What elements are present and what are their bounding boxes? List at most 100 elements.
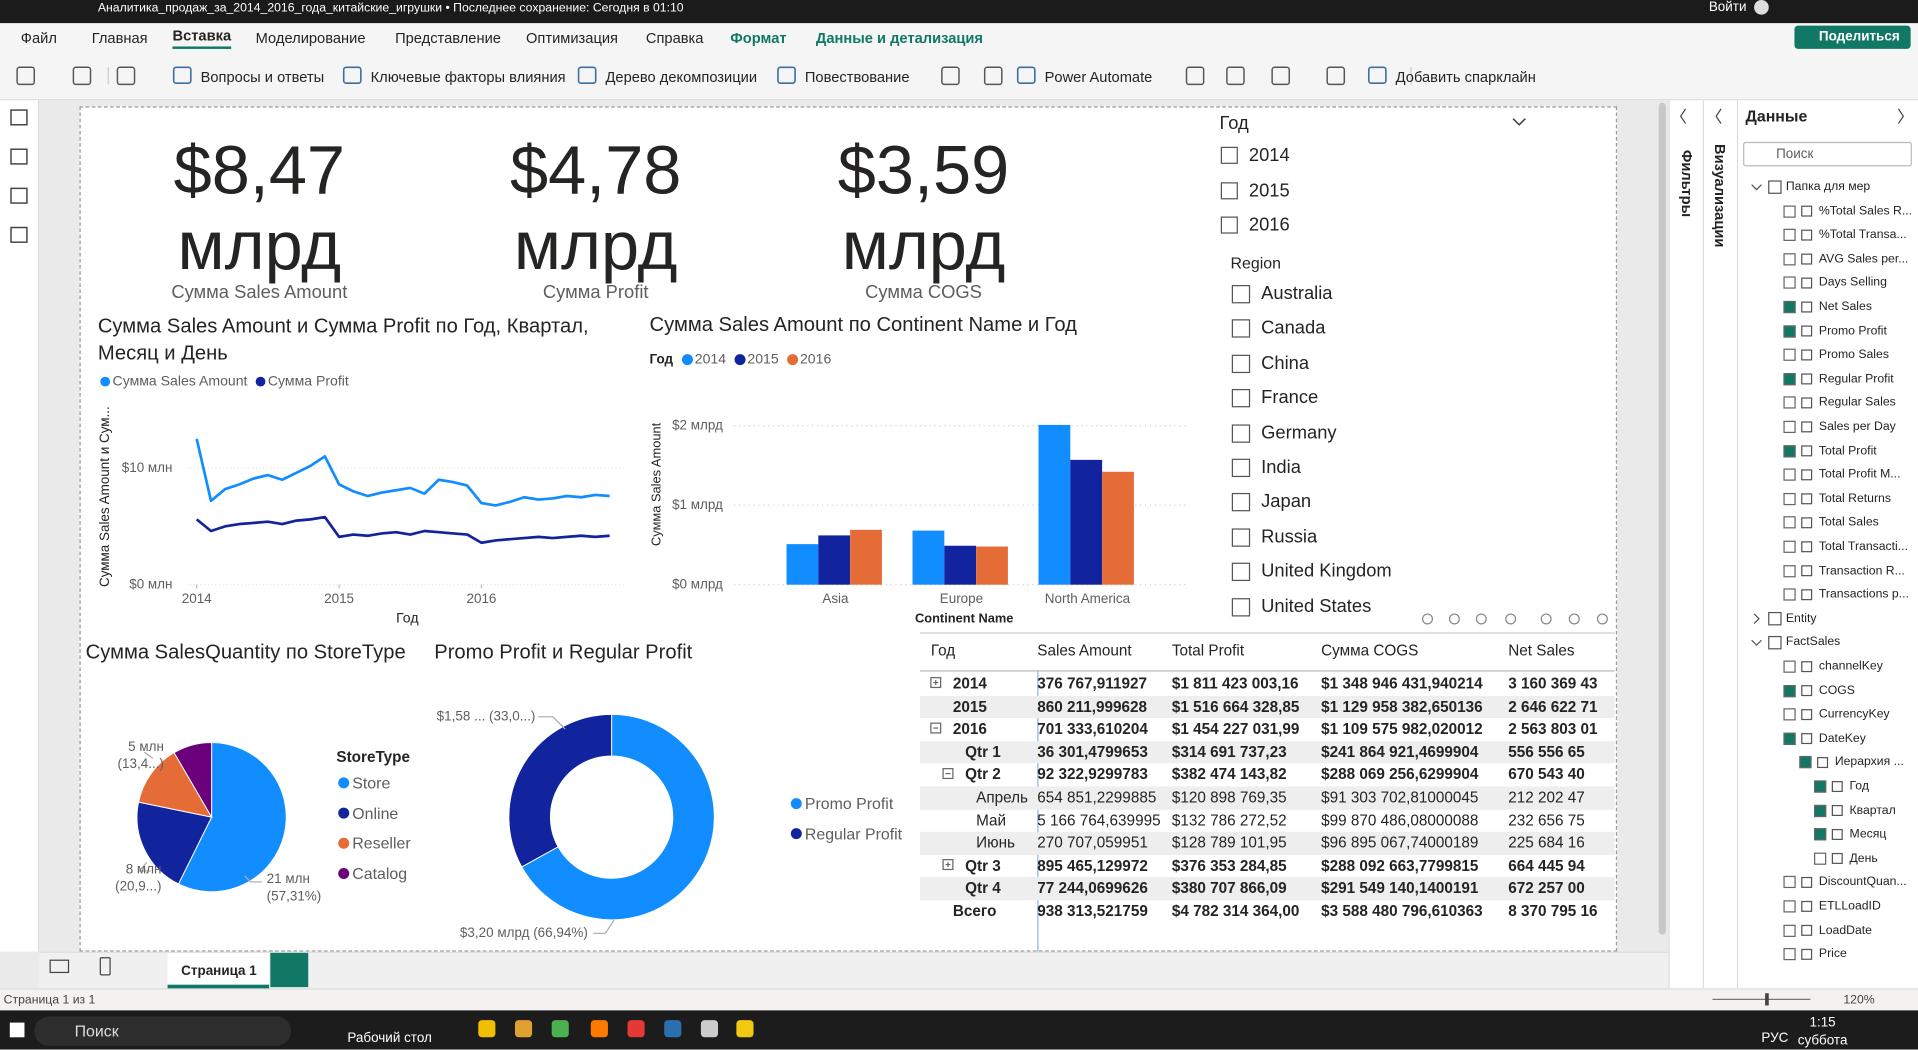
- slicer-item[interactable]: Canada: [1261, 317, 1326, 339]
- checkbox[interactable]: [1783, 324, 1796, 338]
- checkbox[interactable]: [1783, 516, 1796, 529]
- checkbox[interactable]: [1231, 285, 1251, 304]
- table-cell[interactable]: Всего: [952, 902, 997, 920]
- slicer-item[interactable]: 2015: [1248, 179, 1290, 201]
- slicer-item[interactable]: Germany: [1261, 422, 1337, 443]
- toolbar-button[interactable]: Ключевые факторы влияния: [370, 68, 566, 86]
- column-header[interactable]: Total Profit: [1171, 642, 1245, 660]
- field-item[interactable]: Total Profit M...: [1818, 468, 1901, 482]
- taskbar-day[interactable]: суббота: [1797, 1033, 1848, 1049]
- taskbar-desktop[interactable]: Рабочий стол: [347, 1031, 432, 1046]
- checkbox[interactable]: [1783, 948, 1796, 961]
- checkbox[interactable]: [1814, 804, 1827, 817]
- slicer-item[interactable]: 2014: [1248, 144, 1290, 166]
- taskbar-search-label[interactable]: Поиск: [74, 1021, 119, 1041]
- field-item[interactable]: DiscountQuan...: [1818, 875, 1907, 890]
- field-item[interactable]: Total Sales: [1818, 516, 1879, 530]
- column-header[interactable]: Net Sales: [1508, 642, 1575, 660]
- field-item[interactable]: Transactions p...: [1818, 587, 1909, 602]
- field-item[interactable]: Sales per Day: [1818, 420, 1896, 434]
- table-cell[interactable]: 2014: [952, 675, 987, 693]
- taskbar-time[interactable]: 1:15: [1809, 1015, 1836, 1030]
- field-item[interactable]: Regular Profit: [1818, 372, 1894, 386]
- field-item[interactable]: Папка для мер: [1785, 180, 1871, 194]
- checkbox[interactable]: [1783, 660, 1796, 673]
- checkbox[interactable]: [1814, 780, 1827, 793]
- checkbox[interactable]: [1231, 458, 1251, 478]
- slicer-item[interactable]: 2016: [1248, 214, 1290, 236]
- field-item[interactable]: DateKey: [1818, 731, 1866, 746]
- checkbox[interactable]: [1799, 756, 1812, 769]
- field-item[interactable]: Total Transacti...: [1818, 540, 1908, 554]
- checkbox[interactable]: [1783, 492, 1796, 505]
- visualizations-pane-title[interactable]: Визуализации: [1711, 144, 1729, 248]
- checkbox[interactable]: [1220, 216, 1238, 234]
- slicer-item[interactable]: United States: [1261, 595, 1372, 617]
- checkbox[interactable]: [1783, 588, 1796, 601]
- table-cell[interactable]: 2015: [952, 697, 987, 716]
- menu-tab[interactable]: Оптимизация: [525, 29, 619, 47]
- toolbar-button[interactable]: Вопросы и ответы: [200, 68, 325, 86]
- checkbox[interactable]: [1783, 420, 1796, 434]
- field-item[interactable]: COGS: [1818, 683, 1855, 698]
- checkbox[interactable]: [1783, 228, 1796, 242]
- slicer-item[interactable]: Australia: [1261, 283, 1333, 304]
- slicer-item[interactable]: Japan: [1261, 491, 1312, 513]
- checkbox[interactable]: [1220, 181, 1238, 199]
- menu-tab[interactable]: Представление: [395, 29, 501, 47]
- field-item[interactable]: День: [1849, 851, 1878, 866]
- field-item[interactable]: %Total Sales R...: [1818, 204, 1913, 218]
- field-item[interactable]: Promo Sales: [1818, 348, 1889, 362]
- checkbox[interactable]: [1783, 684, 1796, 697]
- table-cell[interactable]: Qtr 1: [965, 743, 1001, 761]
- field-item[interactable]: Месяц: [1849, 827, 1887, 842]
- checkbox[interactable]: [1783, 468, 1796, 481]
- checkbox[interactable]: [1783, 924, 1796, 937]
- field-item[interactable]: channelKey: [1818, 659, 1883, 674]
- column-header[interactable]: Год: [930, 642, 956, 660]
- checkbox[interactable]: [1231, 597, 1251, 617]
- table-cell[interactable]: Май: [976, 811, 1007, 829]
- menu-tab[interactable]: Справка: [645, 29, 704, 47]
- taskbar-language[interactable]: РУС: [1761, 1031, 1789, 1046]
- checkbox[interactable]: [1231, 389, 1251, 408]
- checkbox[interactable]: [1783, 708, 1796, 721]
- table-cell[interactable]: 2016: [952, 720, 987, 738]
- field-item[interactable]: AVG Sales per...: [1818, 252, 1909, 266]
- share-button[interactable]: Поделиться: [1794, 25, 1911, 49]
- menu-tab[interactable]: Данные и детализация: [815, 29, 983, 47]
- toolbar-button[interactable]: Power Automate: [1044, 68, 1153, 86]
- filters-pane-title[interactable]: Фильтры: [1678, 149, 1696, 218]
- table-cell[interactable]: Qtr 2: [965, 766, 1001, 784]
- field-item[interactable]: Иерархия ...: [1834, 755, 1904, 770]
- checkbox[interactable]: [1220, 146, 1238, 164]
- slicer-item[interactable]: China: [1261, 352, 1310, 374]
- field-item[interactable]: %Total Transa...: [1818, 228, 1907, 242]
- menu-tab[interactable]: Главная: [91, 29, 148, 47]
- table-cell[interactable]: Qtr 3: [965, 857, 1001, 875]
- sign-in[interactable]: Войти: [1708, 0, 1747, 15]
- toolbar-button[interactable]: Дерево декомпозиции: [605, 68, 758, 86]
- slicer-item[interactable]: United Kingdom: [1261, 561, 1392, 582]
- checkbox[interactable]: [1814, 852, 1827, 865]
- field-item[interactable]: Price: [1818, 947, 1847, 962]
- slicer-item[interactable]: France: [1261, 387, 1319, 409]
- checkbox[interactable]: [1783, 252, 1796, 266]
- field-item[interactable]: Квартал: [1849, 803, 1896, 818]
- column-header[interactable]: Sales Amount: [1037, 642, 1132, 660]
- checkbox[interactable]: [1783, 564, 1796, 577]
- taskbar-search[interactable]: Поиск: [34, 1016, 292, 1046]
- menu-tab[interactable]: Формат: [730, 29, 787, 47]
- checkbox[interactable]: [1783, 396, 1796, 410]
- checkbox[interactable]: [1231, 319, 1251, 339]
- checkbox[interactable]: [1783, 205, 1796, 218]
- checkbox[interactable]: [1783, 444, 1796, 457]
- checkbox[interactable]: [1783, 900, 1796, 913]
- search-placeholder[interactable]: Поиск: [1776, 146, 1814, 162]
- checkbox[interactable]: [1783, 348, 1796, 362]
- checkbox[interactable]: [1814, 828, 1827, 841]
- checkbox[interactable]: [1231, 423, 1251, 443]
- checkbox[interactable]: [1783, 300, 1796, 314]
- field-item[interactable]: Regular Sales: [1818, 396, 1896, 410]
- page-tab-label[interactable]: Страница 1: [181, 963, 257, 979]
